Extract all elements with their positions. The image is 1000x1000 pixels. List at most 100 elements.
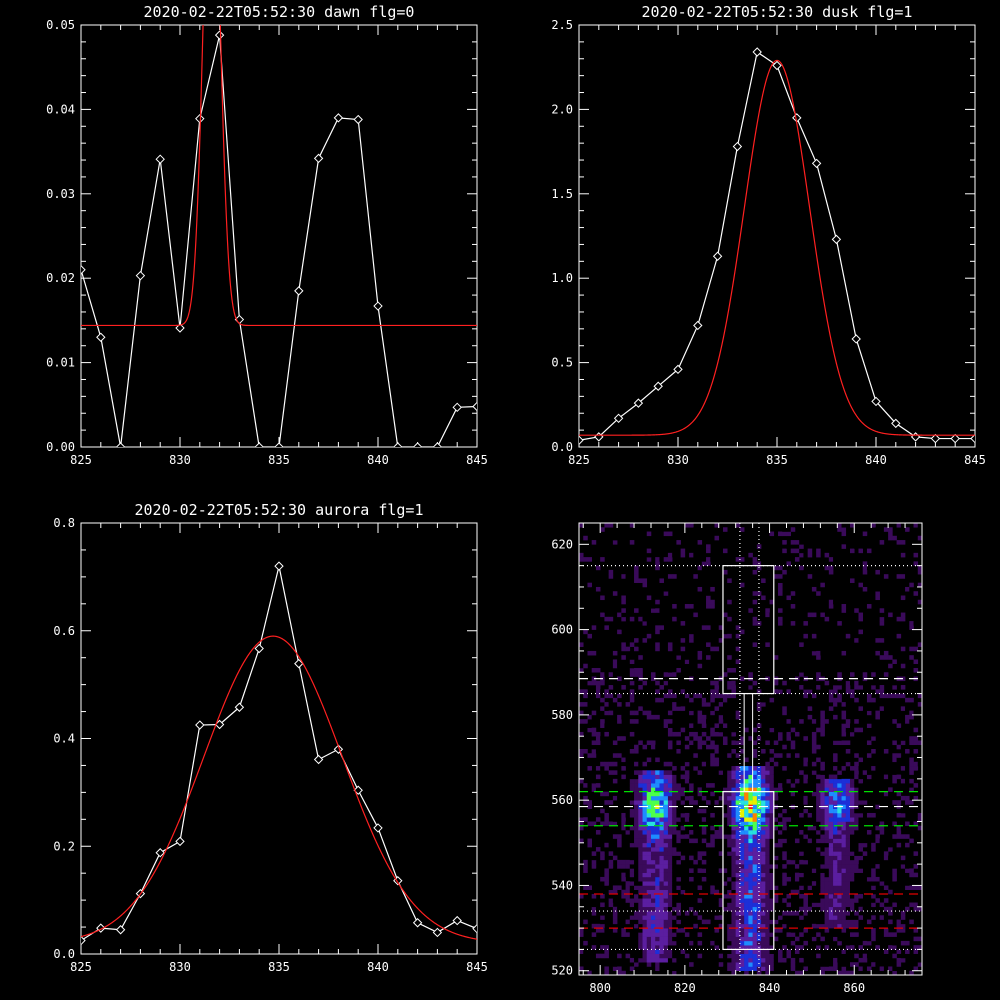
- heatmap-cell: [794, 864, 800, 869]
- heatmap-cell: [896, 923, 902, 929]
- heatmap-cell: [638, 783, 643, 788]
- heatmap-cell: [642, 902, 648, 908]
- heatmap-cell: [765, 783, 770, 788]
- heatmap-cell: [634, 774, 639, 780]
- heatmap-cell: [879, 621, 885, 626]
- heatmap-cell: [642, 847, 648, 852]
- heatmap-cell: [697, 710, 703, 716]
- heatmap-cell: [866, 889, 872, 895]
- heatmap-cell: [722, 872, 728, 878]
- heatmap-cell: [778, 685, 783, 690]
- heatmap-cell: [892, 932, 897, 937]
- heatmap-cell: [714, 834, 720, 839]
- heatmap-cell: [892, 604, 897, 609]
- heatmap-cell: [761, 821, 766, 827]
- heatmap-cell: [841, 932, 847, 937]
- heatmap-cell: [650, 740, 656, 746]
- heatmap-cell: [866, 774, 872, 780]
- heatmap-cell: [710, 838, 715, 844]
- heatmap-cell: [765, 898, 770, 903]
- heatmap-cell: [625, 761, 631, 767]
- heatmap-cell: [650, 680, 656, 686]
- heatmap-cell: [820, 876, 825, 882]
- heatmap-cell: [629, 876, 635, 882]
- heatmap-cell: [875, 595, 880, 601]
- heatmap-cell: [595, 766, 601, 771]
- heatmap-cell: [858, 808, 864, 814]
- heatmap-cell: [778, 582, 783, 588]
- heatmap-cell: [756, 898, 762, 903]
- heatmap-cell: [667, 911, 673, 916]
- heatmap-cell: [761, 749, 766, 754]
- heatmap-cell: [828, 697, 834, 703]
- heatmap-cell: [917, 962, 922, 967]
- heatmap-cell: [655, 864, 660, 869]
- heatmap-cell: [824, 800, 830, 805]
- heatmap-cell: [642, 936, 648, 942]
- heatmap-cell: [833, 702, 838, 707]
- heatmap-cell: [833, 855, 838, 861]
- heatmap-cell: [595, 702, 601, 707]
- heatmap-cell: [735, 885, 741, 891]
- heatmap-cell: [752, 685, 758, 690]
- heatmap-cell: [722, 774, 728, 780]
- heatmap-cell: [701, 766, 707, 771]
- heatmap-cell: [591, 923, 597, 929]
- heatmap-cell: [773, 864, 779, 869]
- heatmap-cell: [667, 817, 673, 822]
- heatmap-cell: [608, 685, 614, 690]
- heatmap-cell: [773, 770, 779, 775]
- heatmap-cell: [663, 868, 669, 873]
- fit-curve: [81, 635, 477, 940]
- heatmap-cell: [710, 604, 715, 609]
- heatmap-cell: [900, 744, 906, 750]
- heatmap-cell: [748, 966, 753, 972]
- heatmap-cell: [701, 876, 707, 882]
- heatmap-cell: [752, 557, 758, 562]
- heatmap-cell: [718, 638, 724, 643]
- heatmap-cell: [710, 557, 715, 562]
- heatmap-cell: [612, 868, 618, 873]
- heatmap-cell: [845, 851, 851, 856]
- heatmap-cell: [595, 808, 601, 814]
- heatmap-cell: [608, 523, 614, 528]
- heatmap-cell: [591, 864, 597, 869]
- data-point: [155, 154, 165, 164]
- heatmap-cell: [905, 842, 910, 848]
- heatmap-cell: [871, 749, 876, 754]
- heatmap-cell: [667, 864, 673, 869]
- heatmap-cell: [790, 697, 796, 703]
- heatmap-cell: [748, 940, 753, 946]
- heatmap-cell: [866, 953, 872, 959]
- heatmap-cell: [820, 740, 825, 746]
- heatmap-cell: [672, 574, 677, 579]
- heatmap-cell: [714, 685, 720, 690]
- heatmap-cell: [841, 970, 847, 975]
- heatmap-cell: [824, 680, 830, 686]
- heatmap-cell: [659, 842, 664, 848]
- heatmap-cell: [629, 659, 635, 665]
- heatmap-cell: [638, 876, 643, 882]
- heatmap-cell: [642, 795, 648, 801]
- heatmap-cell: [735, 586, 741, 592]
- heatmap-cell: [735, 787, 741, 792]
- heatmap-cell: [672, 552, 677, 558]
- heatmap-cell: [883, 633, 889, 639]
- heatmap-cell: [850, 821, 855, 827]
- heatmap-cell: [833, 825, 838, 831]
- heatmap-cell: [905, 881, 910, 886]
- heatmap-cell: [655, 561, 660, 566]
- heatmap-cell: [879, 753, 885, 758]
- heatmap-cell: [638, 761, 643, 767]
- heatmap-cell: [858, 851, 864, 856]
- heatmap-cell: [862, 753, 868, 758]
- heatmap-cell: [646, 702, 652, 707]
- heatmap-cell: [841, 847, 847, 852]
- heatmap-cell: [655, 876, 660, 882]
- heatmap-cell: [824, 898, 830, 903]
- heatmap-cell: [752, 800, 758, 805]
- heatmap-cell: [866, 940, 872, 946]
- heatmap-cell: [782, 633, 787, 639]
- heatmap-cell: [803, 727, 808, 733]
